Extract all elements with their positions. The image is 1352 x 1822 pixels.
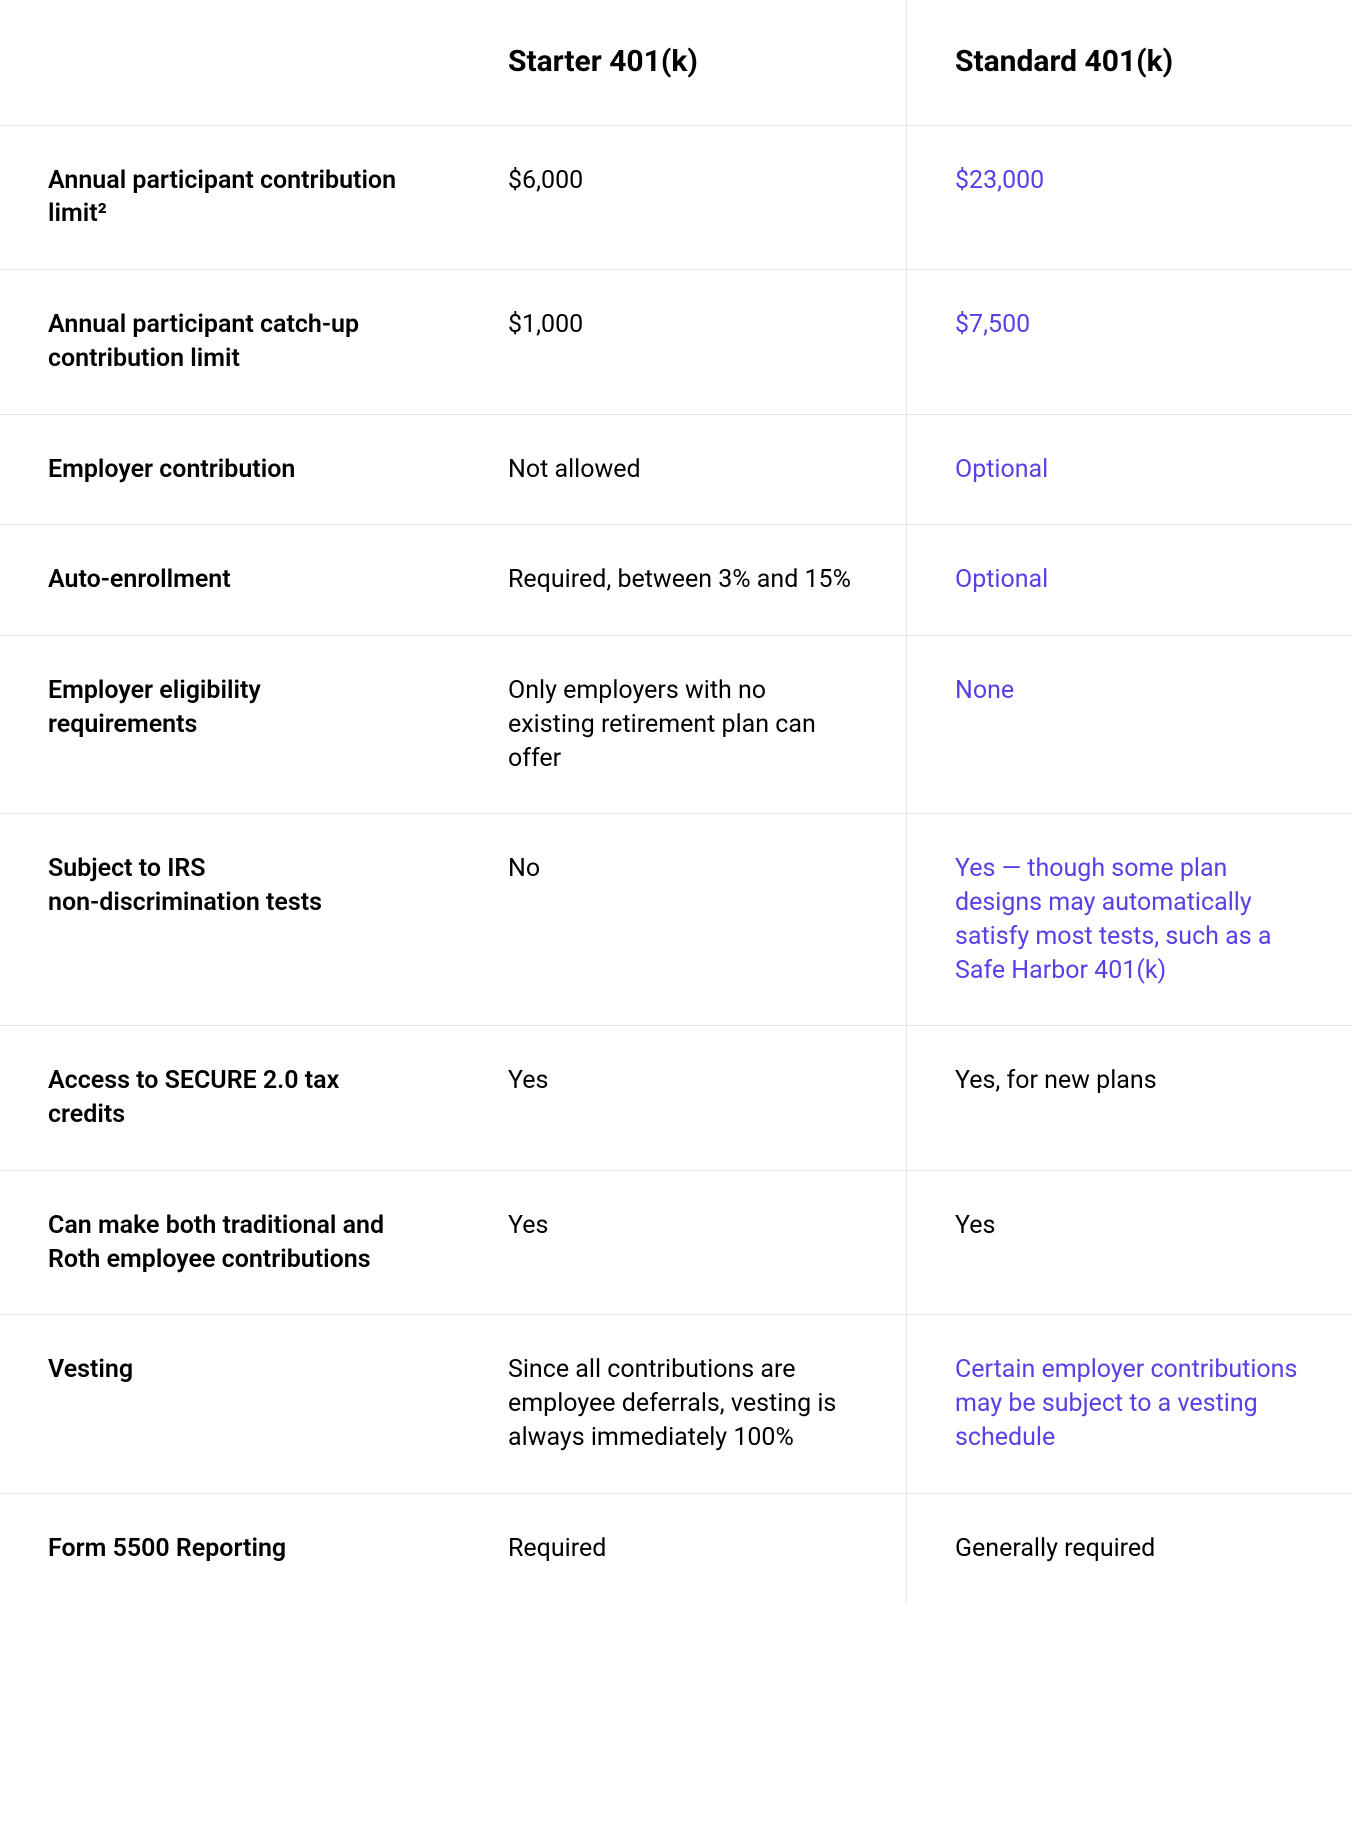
cell-starter: No: [460, 814, 906, 1025]
cell-standard: $7,500: [906, 270, 1352, 414]
cell-standard: Optional: [906, 415, 1352, 525]
header-starter: Starter 401(k): [460, 0, 906, 125]
header-standard: Standard 401(k): [906, 0, 1352, 125]
row-label: Employer contribution: [0, 415, 460, 525]
row-label: Form 5500 Reporting: [0, 1494, 460, 1604]
cell-starter: Yes: [460, 1026, 906, 1170]
table-row: Vesting Since all contributions are empl…: [0, 1315, 1352, 1493]
cell-standard: None: [906, 636, 1352, 813]
cell-starter: Required, between 3% and 15%: [460, 525, 906, 635]
cell-standard: Certain employer contributions may be su…: [906, 1315, 1352, 1492]
row-label: Auto-enrollment: [0, 525, 460, 635]
table-row: Auto-enrollment Required, between 3% and…: [0, 525, 1352, 636]
table-header-row: Starter 401(k) Standard 401(k): [0, 0, 1352, 126]
row-label: Employer eligibility requirements: [0, 636, 460, 813]
table-row: Employer eligibility requirements Only e…: [0, 636, 1352, 814]
cell-starter: $1,000: [460, 270, 906, 414]
row-label: Annual participant catch-up contribution…: [0, 270, 460, 414]
table-row: Employer contribution Not allowed Option…: [0, 415, 1352, 526]
cell-standard: $23,000: [906, 126, 1352, 270]
cell-starter: Yes: [460, 1171, 906, 1315]
row-label: Can make both traditional and Roth emplo…: [0, 1171, 460, 1315]
header-empty: [0, 0, 460, 125]
table-row: Subject to IRS non‑discrimination tests …: [0, 814, 1352, 1026]
cell-standard: Yes, for new plans: [906, 1026, 1352, 1170]
table-row: Can make both traditional and Roth emplo…: [0, 1171, 1352, 1316]
cell-starter: Since all contributions are employee def…: [460, 1315, 906, 1492]
table-row: Annual participant contribution limit² $…: [0, 126, 1352, 271]
row-label: Subject to IRS non‑discrimination tests: [0, 814, 460, 1025]
row-label: Vesting: [0, 1315, 460, 1492]
cell-starter: Only employers with no existing retireme…: [460, 636, 906, 813]
cell-starter: Required: [460, 1494, 906, 1604]
row-label: Access to SECURE 2.0 tax credits: [0, 1026, 460, 1170]
cell-standard: Yes — though some plan designs may autom…: [906, 814, 1352, 1025]
cell-starter: Not allowed: [460, 415, 906, 525]
table-row: Annual participant catch-up contribution…: [0, 270, 1352, 415]
cell-standard: Yes: [906, 1171, 1352, 1315]
comparison-table: Starter 401(k) Standard 401(k) Annual pa…: [0, 0, 1352, 1603]
cell-standard: Generally required: [906, 1494, 1352, 1604]
row-label: Annual participant contribution limit²: [0, 126, 460, 270]
table-row: Access to SECURE 2.0 tax credits Yes Yes…: [0, 1026, 1352, 1171]
cell-standard: Optional: [906, 525, 1352, 635]
table-row: Form 5500 Reporting Required Generally r…: [0, 1494, 1352, 1604]
cell-starter: $6,000: [460, 126, 906, 270]
